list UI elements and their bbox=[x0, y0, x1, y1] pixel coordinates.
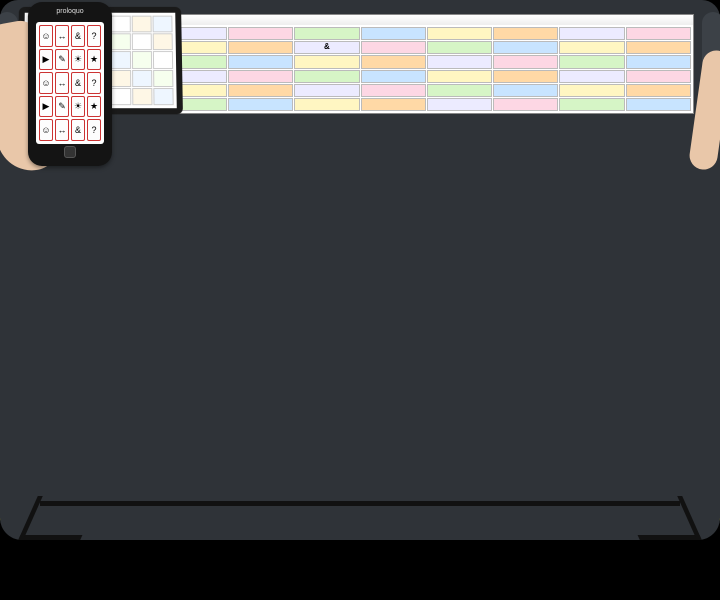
home-button-icon bbox=[64, 146, 76, 158]
handheld-brand: proloquo bbox=[28, 8, 112, 15]
